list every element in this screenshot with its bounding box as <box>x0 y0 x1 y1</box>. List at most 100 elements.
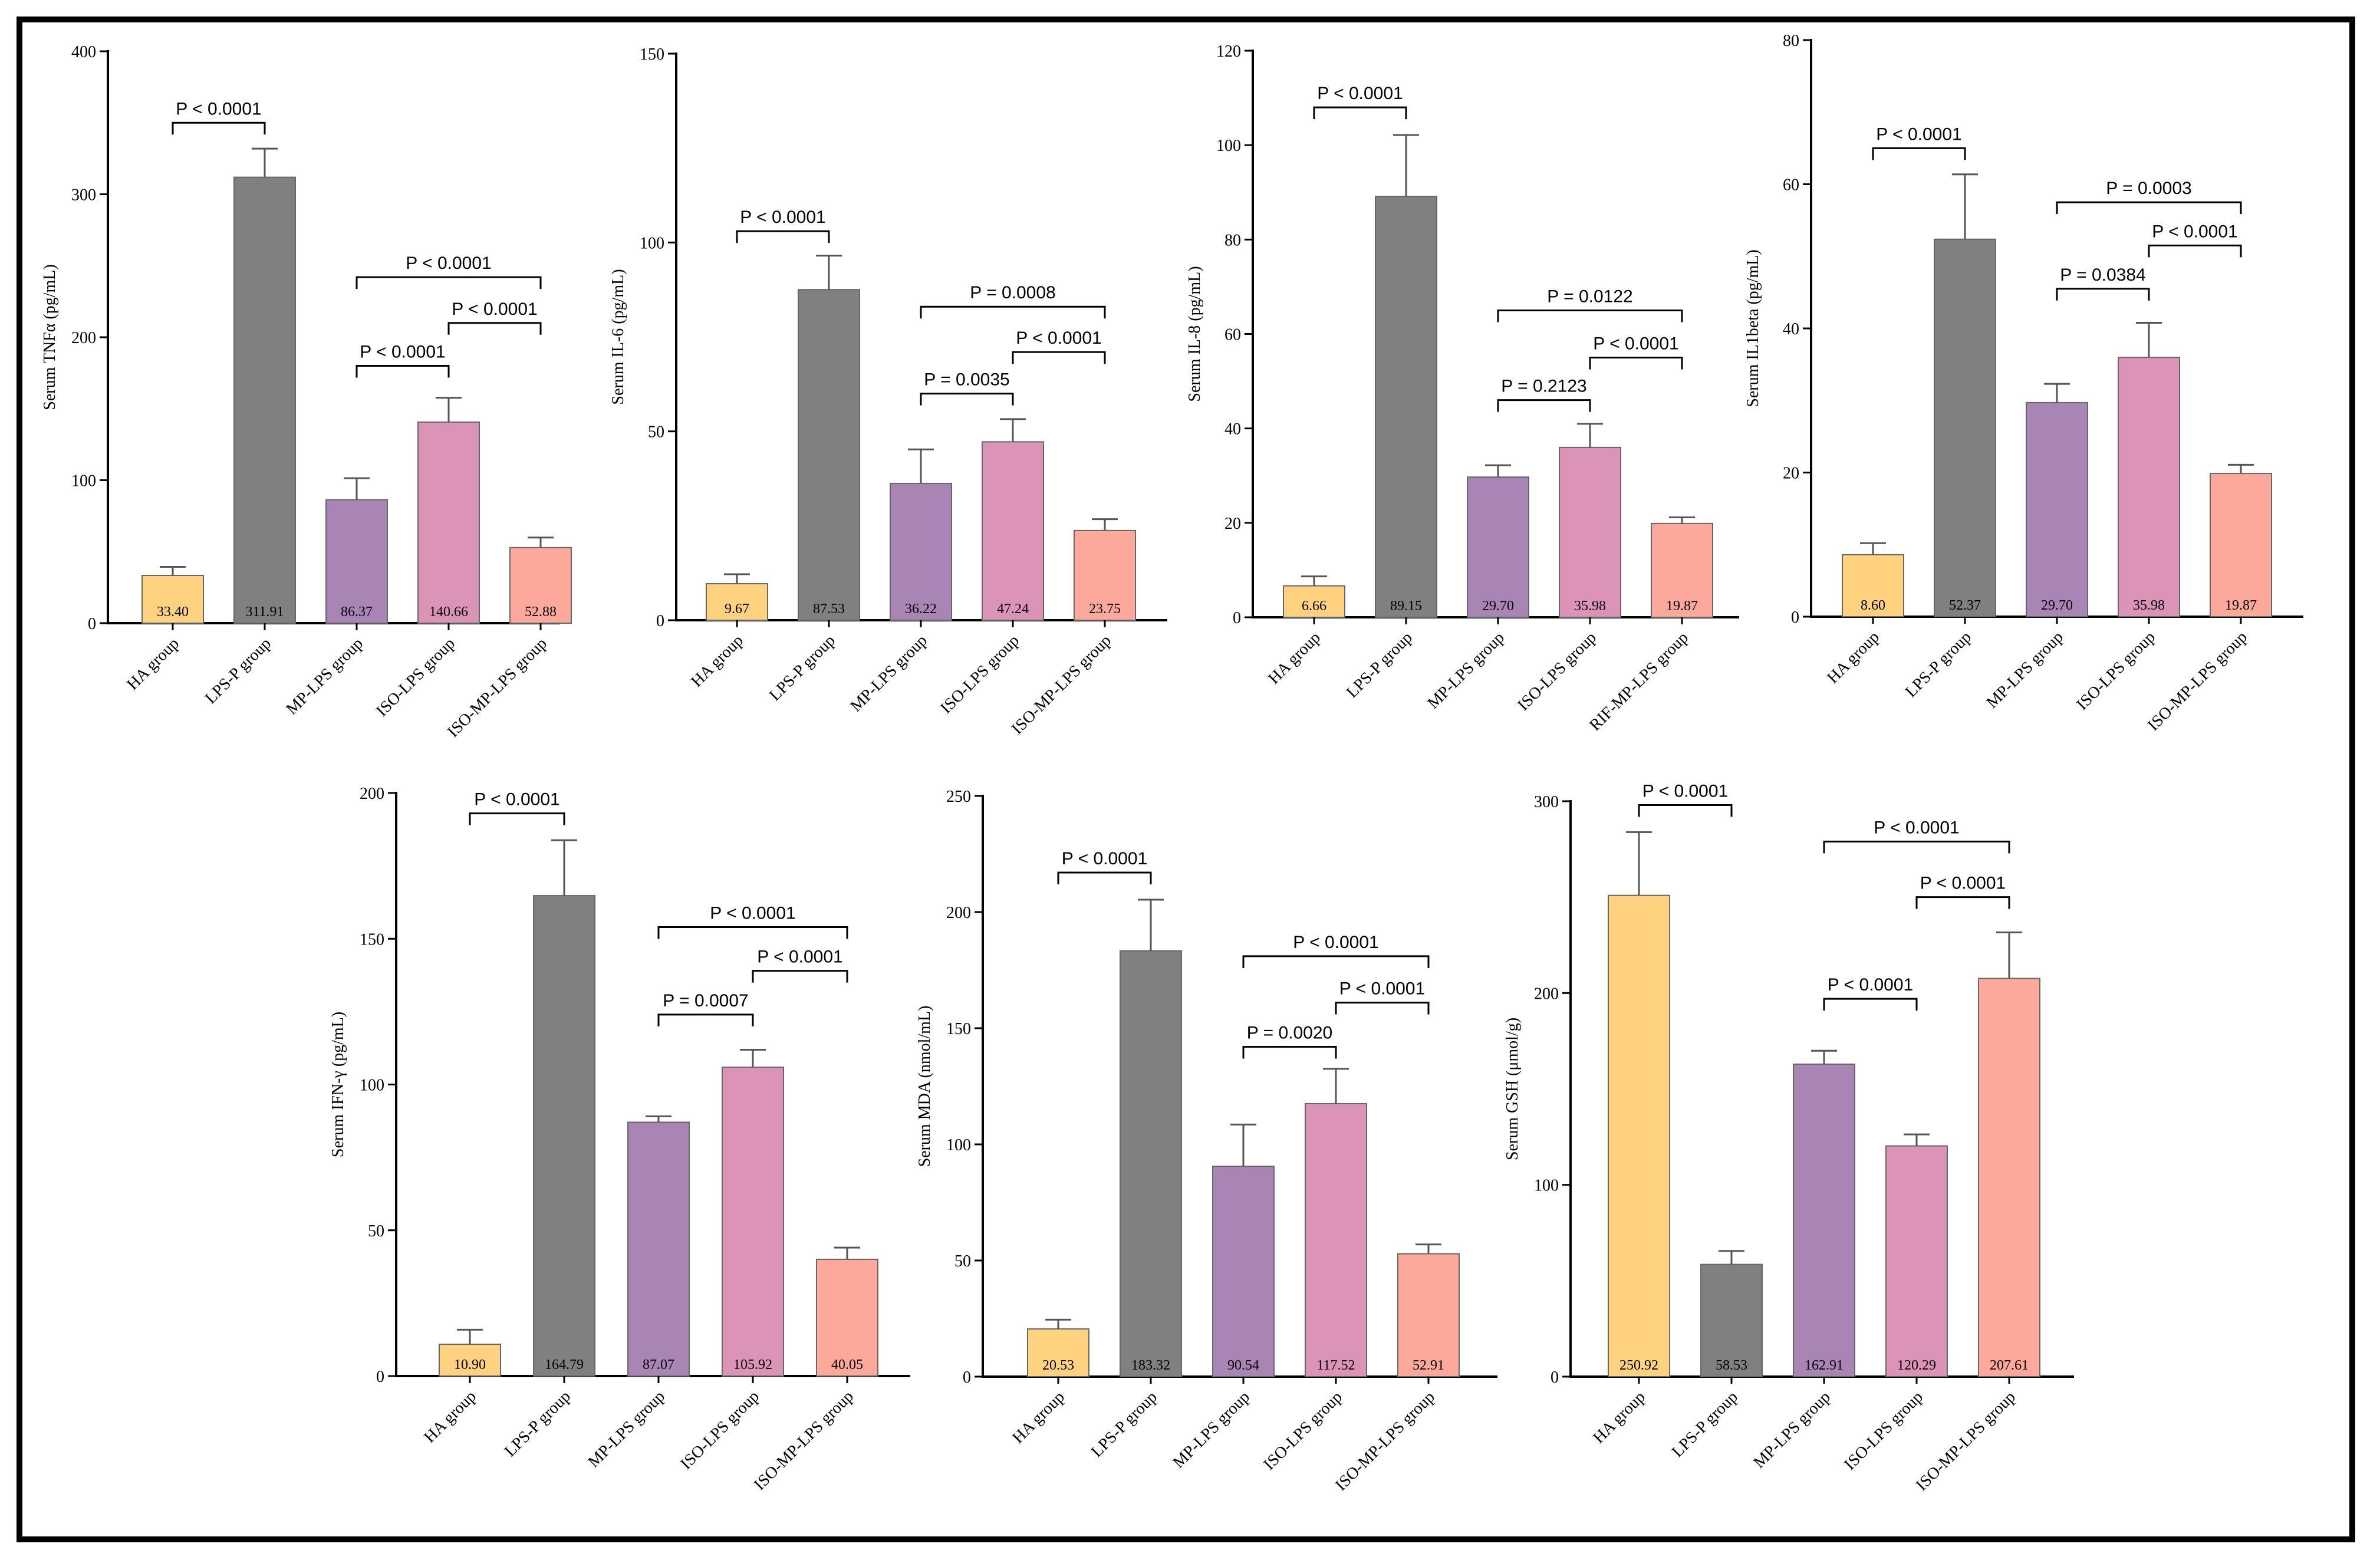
x-category-label: ISO-LPS group <box>677 1387 763 1473</box>
bar-value-label: 89.15 <box>1390 598 1422 614</box>
bar-value-label: 10.90 <box>454 1357 486 1373</box>
y-axis-label: Serum TNFα (pg/mL) <box>41 264 59 410</box>
significance-bracket <box>355 365 450 378</box>
y-tick-label: 200 <box>360 785 384 803</box>
y-tick-label: 100 <box>71 472 96 491</box>
x-category-label: HA group <box>1823 628 1883 687</box>
p-value-label: P = 0.0384 <box>2060 265 2145 285</box>
bar <box>816 1258 878 1377</box>
p-value-label: P < 0.0001 <box>1920 874 2006 893</box>
x-category-label: MP-LPS group <box>1424 628 1508 712</box>
bar-value-label: 47.24 <box>997 601 1029 617</box>
y-tick-label: 150 <box>360 930 384 949</box>
bar-value-label: 6.66 <box>1302 598 1326 614</box>
bar <box>1793 1063 1855 1378</box>
bar-value-label: 183.32 <box>1131 1358 1170 1373</box>
bar <box>417 421 480 624</box>
p-value-label: P < 0.0001 <box>176 99 261 119</box>
x-category-label: ISO-MP-LPS group <box>2144 628 2251 735</box>
bar-value-label: 311.91 <box>245 604 284 620</box>
significance-bracket <box>736 230 830 243</box>
p-value-label: P < 0.0001 <box>1828 975 1913 995</box>
p-value-label: P < 0.0001 <box>2152 222 2237 241</box>
y-tick-label: 400 <box>71 43 96 61</box>
significance-bracket <box>1335 1002 1430 1015</box>
x-category-label: ISO-MP-LPS group <box>1912 1388 2019 1495</box>
y-tick-label: 200 <box>1534 985 1559 1003</box>
y-axis-label: Serum MDA (nmol/mL) <box>916 1006 934 1167</box>
significance-bracket <box>920 305 1106 319</box>
y-tick-label: 0 <box>963 1368 971 1387</box>
x-category-label: MP-LPS group <box>1170 1388 1253 1472</box>
x-category-label: ISO-MP-LPS group <box>750 1387 857 1494</box>
bar <box>1651 522 1713 618</box>
x-category-label: ISO-LPS group <box>937 631 1023 718</box>
y-tick-label: 100 <box>1534 1177 1559 1195</box>
y-tick-label: 250 <box>946 788 971 806</box>
y-tick-label: 0 <box>376 1368 384 1386</box>
significance-bracket <box>1638 804 1733 817</box>
significance-bracket <box>2056 288 2150 301</box>
p-value-label: P = 0.2123 <box>1501 377 1586 396</box>
y-tick-label: 50 <box>954 1252 971 1271</box>
bar <box>1120 950 1182 1378</box>
bar-value-label: 87.07 <box>643 1357 674 1373</box>
bar <box>722 1067 784 1377</box>
x-category-label: ISO-MP-LPS group <box>444 634 551 741</box>
significance-bracket <box>1242 955 1430 968</box>
x-category-label: ISO-LPS group <box>1841 1388 1927 1474</box>
bar <box>982 441 1044 621</box>
bar-value-label: 140.66 <box>429 604 468 620</box>
y-tick-label: 100 <box>946 1136 971 1154</box>
y-tick-label: 300 <box>71 186 96 205</box>
bar-value-label: 58.53 <box>1716 1358 1747 1373</box>
bar <box>1978 978 2040 1377</box>
bar-value-label: 90.54 <box>1227 1358 1259 1373</box>
bar <box>2026 401 2088 617</box>
y-tick-label: 200 <box>946 904 971 922</box>
bar <box>1934 238 1996 618</box>
p-value-label: P < 0.0001 <box>1293 933 1378 952</box>
p-value-label: P < 0.0001 <box>1874 818 1959 837</box>
bar-value-label: 250.92 <box>1619 1358 1658 1373</box>
x-category-label: HA group <box>1589 1388 1649 1447</box>
x-category-label: LPS-P group <box>1343 628 1416 702</box>
bar <box>1559 446 1621 618</box>
p-value-label: P < 0.0001 <box>452 300 537 319</box>
bar <box>1397 1253 1460 1378</box>
y-tick-label: 100 <box>640 234 664 252</box>
significance-bracket <box>2056 201 2242 215</box>
p-value-label: P < 0.0001 <box>1317 84 1403 103</box>
significance-bracket <box>1012 351 1106 364</box>
y-axis-label: Serum IL-6 (pg/mL) <box>609 269 627 404</box>
bar-value-label: 8.60 <box>1861 598 1885 613</box>
significance-bracket <box>2148 244 2242 258</box>
significance-bracket <box>172 121 266 135</box>
bar <box>1467 476 1529 618</box>
significance-bracket <box>1823 998 1918 1011</box>
y-axis-label: Serum IFN-γ (pg/mL) <box>329 1012 347 1157</box>
chart-panel-gsh: 0 100 200 300 Serum GSH (μmol/g) 250.92 HA gro… <box>1503 782 2074 1495</box>
bar-value-label: 117.52 <box>1316 1358 1355 1373</box>
bar-value-label: 207.61 <box>1990 1358 2029 1373</box>
x-category-label: ISO-MP-LPS group <box>1332 1388 1438 1495</box>
bar-value-label: 52.88 <box>525 604 557 620</box>
bar <box>533 895 595 1377</box>
bar-value-label: 52.37 <box>1949 598 1981 613</box>
bar <box>1885 1145 1948 1377</box>
bar <box>1074 529 1136 621</box>
bar-value-label: 19.87 <box>2225 598 2257 613</box>
significance-bracket <box>1915 896 2010 909</box>
x-category-label: LPS-P group <box>1088 1388 1161 1461</box>
bar-value-label: 87.53 <box>813 601 845 617</box>
x-category-label: HA group <box>1265 628 1324 688</box>
significance-bracket <box>1823 840 2010 854</box>
bar <box>2210 473 2272 617</box>
x-category-label: MP-LPS group <box>1983 628 2067 712</box>
bar <box>1608 894 1670 1377</box>
y-tick-label: 60 <box>1783 176 1799 195</box>
bar <box>890 482 952 621</box>
bar-value-label: 19.87 <box>1666 598 1698 614</box>
bar <box>1700 1263 1763 1378</box>
bar <box>1212 1166 1275 1377</box>
